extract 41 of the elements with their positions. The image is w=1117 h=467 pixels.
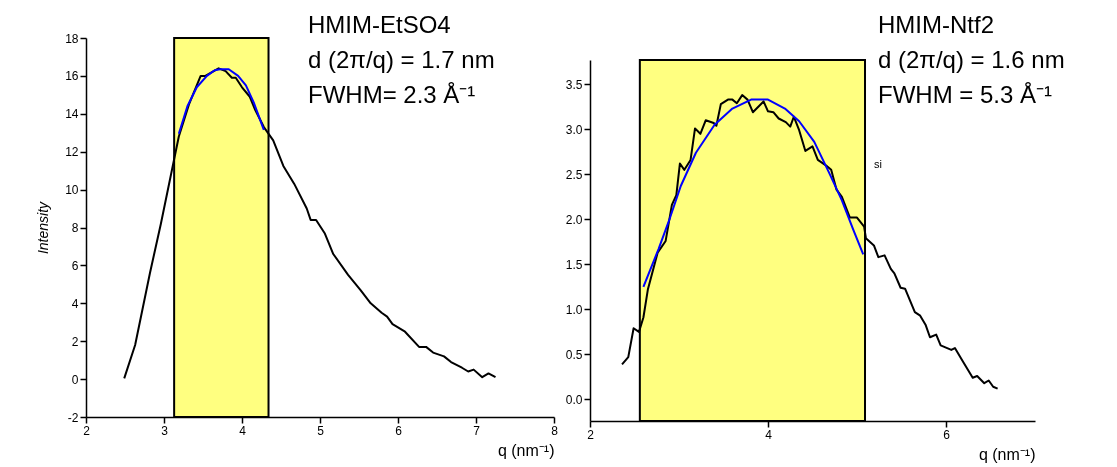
line-series xyxy=(642,98,865,288)
x-tick-label: 5 xyxy=(317,423,325,438)
x-tick-label: 4 xyxy=(239,423,247,438)
x-tick-label: 8 xyxy=(551,423,559,438)
annotation: FWHM= 2.3 Å⁻¹ xyxy=(308,81,476,108)
annotation: si xyxy=(874,158,882,170)
x-tick-label: 6 xyxy=(395,423,403,438)
y-tick-label: 18 xyxy=(65,31,79,46)
annotation: d (2π/q) = 1.6 nm xyxy=(878,46,1065,73)
y-tick-label: 0.0 xyxy=(565,392,583,407)
y-axis-title: Intensity xyxy=(35,200,52,255)
chart-title: HMIM-Ntf2 xyxy=(878,11,994,38)
y-tick-label: 4 xyxy=(71,296,79,311)
x-tick-label: 4 xyxy=(765,427,773,442)
chart-title: HMIM-EtSO4 xyxy=(308,11,451,38)
y-tick-label: 2.5 xyxy=(565,167,583,182)
y-tick-label: 2.0 xyxy=(565,212,583,227)
annotation: d (2π/q) = 1.7 nm xyxy=(308,46,495,73)
line-series xyxy=(177,68,265,135)
y-tick-label: 8 xyxy=(71,221,79,235)
y-tick-label: 12 xyxy=(65,145,79,160)
x-tick-label: 6 xyxy=(943,427,951,442)
y-tick-label: 10 xyxy=(65,183,79,198)
y-tick-label: 3.0 xyxy=(565,122,583,137)
x-tick-label: 2 xyxy=(587,427,595,442)
x-axis-title: q (nm⁻¹) xyxy=(497,441,555,459)
y-tick-label: 0 xyxy=(71,372,79,387)
y-tick-label: 1.0 xyxy=(565,302,583,317)
x-axis-title: q (nm⁻¹) xyxy=(978,445,1036,463)
y-tick-label: 2 xyxy=(71,334,79,349)
y-tick-label: 1.5 xyxy=(565,257,583,272)
y-tick-label: 3.5 xyxy=(565,77,583,92)
x-tick-label: 2 xyxy=(83,423,91,438)
x-tick-label: 3 xyxy=(161,423,169,438)
y-tick-label: 6 xyxy=(71,258,79,273)
y-tick-label: 14 xyxy=(65,107,79,122)
x-tick-label: 7 xyxy=(473,423,481,438)
y-tick-label: 0.5 xyxy=(565,347,583,362)
annotation: FWHM = 5.3 Å⁻¹ xyxy=(878,81,1053,108)
y-tick-label: -2 xyxy=(67,410,79,425)
y-tick-label: 16 xyxy=(65,69,79,84)
